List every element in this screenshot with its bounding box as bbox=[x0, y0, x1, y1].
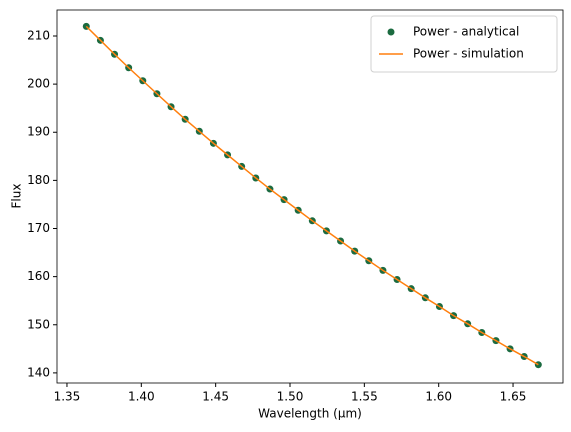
y-tick-label: 190 bbox=[27, 125, 50, 139]
x-tick-label: 1.65 bbox=[500, 390, 527, 404]
y-tick-label: 150 bbox=[27, 317, 50, 331]
y-tick-label: 180 bbox=[27, 173, 50, 187]
x-tick-label: 1.35 bbox=[54, 390, 81, 404]
x-tick-label: 1.45 bbox=[202, 390, 229, 404]
x-axis-label: Wavelength (μm) bbox=[258, 407, 362, 421]
x-tick-label: 1.55 bbox=[351, 390, 378, 404]
x-tick-label: 1.50 bbox=[277, 390, 304, 404]
data-line bbox=[85, 25, 539, 366]
y-tick-label: 200 bbox=[27, 77, 50, 91]
y-tick-label: 210 bbox=[27, 28, 50, 42]
legend-label: Power - simulation bbox=[413, 47, 524, 61]
x-tick-label: 1.40 bbox=[128, 390, 155, 404]
legend-label: Power - analytical bbox=[413, 25, 519, 39]
y-axis-label: Flux bbox=[10, 184, 24, 209]
legend-marker bbox=[387, 28, 395, 36]
y-tick-label: 140 bbox=[27, 365, 50, 379]
plot-frame bbox=[56, 9, 564, 384]
y-tick-label: 170 bbox=[27, 221, 50, 235]
x-tick-label: 1.60 bbox=[425, 390, 452, 404]
legend-box bbox=[370, 15, 558, 73]
y-tick-label: 160 bbox=[27, 269, 50, 283]
